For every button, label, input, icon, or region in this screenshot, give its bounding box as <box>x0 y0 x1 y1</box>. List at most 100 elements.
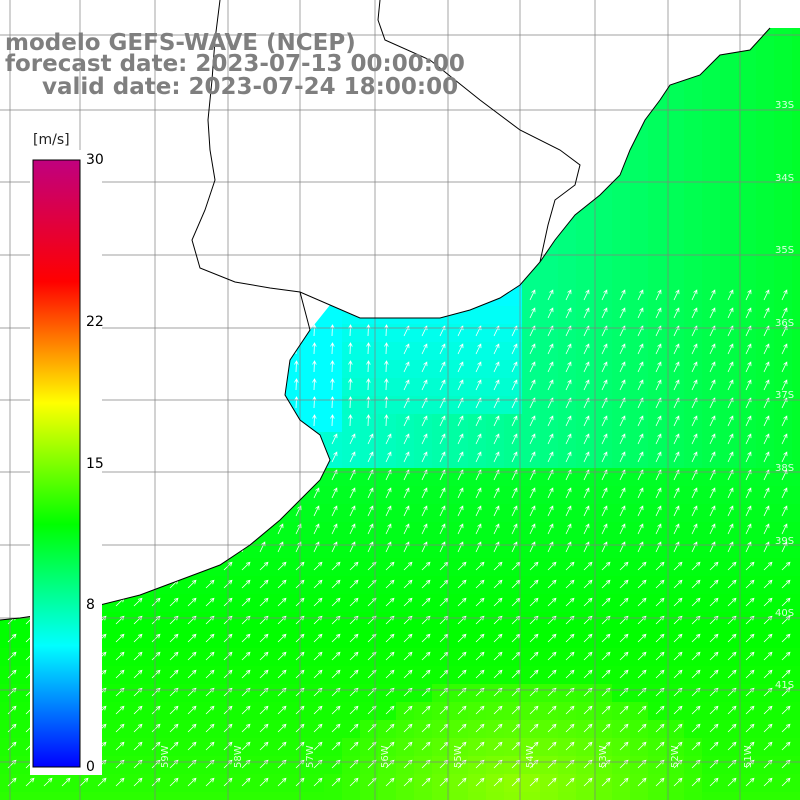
wind-arrow <box>313 615 323 625</box>
wind-arrow <box>457 741 467 751</box>
field-cell <box>450 432 468 450</box>
field-cell <box>576 702 594 720</box>
wind-arrow <box>511 487 518 499</box>
wind-arrow <box>385 451 392 463</box>
field-cell <box>126 666 144 684</box>
wind-arrow <box>349 705 359 715</box>
field-cell <box>342 594 360 612</box>
wind-arrow <box>151 687 161 697</box>
wind-arrow <box>745 343 752 355</box>
field-cell <box>648 630 666 648</box>
field-cell <box>756 774 774 792</box>
field-cell <box>504 324 522 342</box>
field-cell <box>720 126 738 144</box>
wind-arrow <box>475 669 485 679</box>
wind-arrow <box>385 633 395 643</box>
field-cell <box>378 630 396 648</box>
wind-arrow <box>583 505 590 517</box>
field-cell <box>324 468 342 486</box>
field-cell <box>270 720 288 738</box>
wind-arrow <box>673 687 683 697</box>
field-cell <box>702 342 720 360</box>
field-cell <box>270 738 288 756</box>
field-cell <box>378 504 396 522</box>
wind-arrow <box>547 343 554 355</box>
field-cell <box>738 666 756 684</box>
wind-arrow <box>7 633 17 643</box>
field-cell <box>648 306 666 324</box>
wind-arrow <box>312 360 317 373</box>
wind-arrow <box>349 561 359 571</box>
field-cell <box>306 792 324 800</box>
wind-arrow <box>367 487 374 499</box>
field-cell <box>594 288 612 306</box>
field-cell <box>774 666 792 684</box>
wind-arrow <box>151 741 161 751</box>
field-cell <box>504 738 522 756</box>
wind-arrow <box>385 615 395 625</box>
field-cell <box>558 738 576 756</box>
wind-arrow <box>637 561 647 571</box>
wind-arrow <box>421 523 428 535</box>
field-cell <box>666 432 684 450</box>
field-cell <box>432 486 450 504</box>
field-cell <box>702 468 720 486</box>
field-cell <box>306 630 324 648</box>
field-cell <box>486 342 504 360</box>
wind-arrow <box>115 651 125 661</box>
wind-arrow <box>655 633 665 643</box>
field-cell <box>288 504 306 522</box>
field-cell <box>0 774 18 792</box>
field-cell <box>432 450 450 468</box>
wind-arrow <box>205 633 215 643</box>
field-cell <box>450 522 468 540</box>
field-cell <box>558 630 576 648</box>
wind-arrow <box>619 651 629 661</box>
field-cell <box>396 594 414 612</box>
field-cell <box>774 36 792 54</box>
field-cell <box>774 756 792 774</box>
wind-arrow <box>601 777 611 787</box>
field-cell <box>792 702 800 720</box>
wind-arrow <box>475 759 485 769</box>
field-cell <box>594 414 612 432</box>
field-cell <box>504 540 522 558</box>
wind-arrow <box>187 723 197 733</box>
field-cell <box>450 702 468 720</box>
field-cell <box>306 666 324 684</box>
field-cell <box>738 234 756 252</box>
field-cell <box>720 378 738 396</box>
field-cell <box>756 144 774 162</box>
field-cell <box>630 288 648 306</box>
wind-arrow <box>205 705 215 715</box>
field-cell <box>324 684 342 702</box>
wind-arrow <box>312 342 317 355</box>
field-cell <box>144 630 162 648</box>
wind-arrow <box>655 777 665 787</box>
field-cell <box>450 666 468 684</box>
wind-arrow <box>169 597 179 607</box>
field-cell <box>540 738 558 756</box>
field-cell <box>612 270 630 288</box>
wind-arrow <box>655 523 662 535</box>
field-cell <box>774 378 792 396</box>
field-cell <box>630 576 648 594</box>
field-cell <box>648 360 666 378</box>
field-cell <box>414 486 432 504</box>
field-cell <box>630 666 648 684</box>
field-cell <box>234 774 252 792</box>
field-cell <box>648 216 666 234</box>
colorbar <box>32 159 81 768</box>
wind-arrow <box>691 289 698 301</box>
field-cell <box>666 504 684 522</box>
longitude-label: 58W <box>233 745 244 768</box>
field-cell <box>720 756 738 774</box>
field-cell <box>432 648 450 666</box>
field-cell <box>612 648 630 666</box>
field-cell <box>522 360 540 378</box>
wind-arrow <box>619 361 626 373</box>
wind-arrow <box>763 451 770 463</box>
field-cell <box>630 396 648 414</box>
field-cell <box>414 612 432 630</box>
field-cell <box>378 432 396 450</box>
